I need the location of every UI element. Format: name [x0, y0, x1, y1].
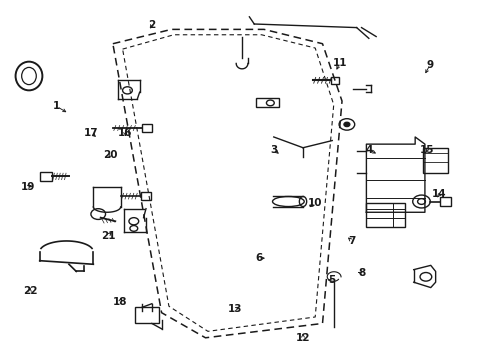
Bar — [439, 197, 450, 206]
Bar — [40, 172, 52, 181]
Text: 22: 22 — [22, 286, 37, 296]
Bar — [330, 77, 338, 84]
Text: 6: 6 — [255, 253, 262, 263]
Bar — [423, 148, 447, 173]
Text: 12: 12 — [295, 333, 309, 343]
Text: 3: 3 — [269, 144, 277, 154]
Bar — [366, 203, 405, 226]
Text: 10: 10 — [307, 198, 322, 208]
Text: 1: 1 — [53, 102, 61, 112]
Text: 19: 19 — [20, 182, 35, 192]
Text: 4: 4 — [365, 144, 372, 154]
Text: 2: 2 — [148, 20, 155, 30]
Text: 18: 18 — [113, 297, 127, 307]
Bar — [142, 124, 152, 132]
Bar — [255, 98, 279, 107]
Text: 21: 21 — [101, 231, 115, 240]
Text: 17: 17 — [83, 128, 98, 138]
Text: 7: 7 — [347, 236, 355, 246]
Bar — [135, 307, 159, 323]
Circle shape — [343, 122, 349, 127]
Text: 13: 13 — [227, 304, 242, 314]
Text: 15: 15 — [419, 144, 434, 154]
Text: 11: 11 — [332, 58, 346, 68]
Text: 9: 9 — [426, 60, 432, 70]
Text: 5: 5 — [328, 275, 335, 285]
Text: 16: 16 — [118, 128, 132, 138]
Text: 20: 20 — [103, 150, 118, 160]
Text: 8: 8 — [357, 268, 365, 278]
Bar — [141, 192, 151, 200]
Text: 14: 14 — [431, 189, 446, 199]
